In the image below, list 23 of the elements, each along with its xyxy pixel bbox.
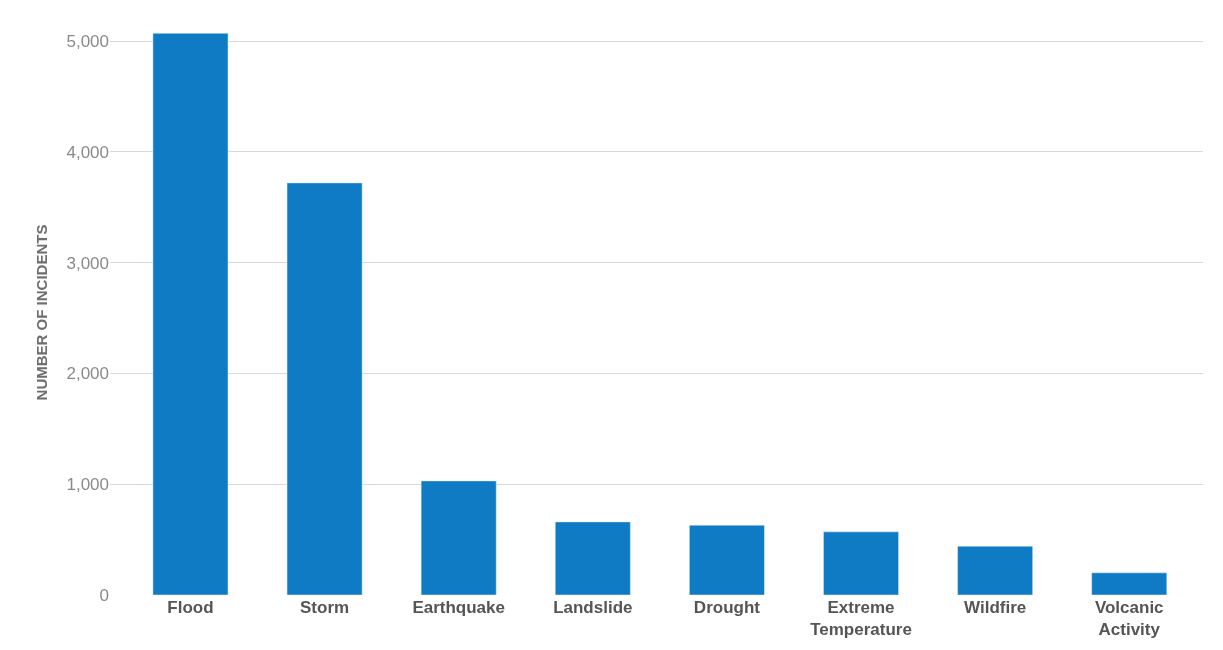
y-axis-title: NUMBER OF INCIDENTS — [32, 224, 50, 401]
bar — [152, 33, 229, 595]
y-tick-label: 1,000 — [66, 475, 109, 495]
y-tick-label: 3,000 — [66, 253, 109, 273]
bar — [957, 546, 1033, 595]
x-tick-label: Extreme Temperature — [810, 598, 912, 640]
x-tick-label: Wildfire — [964, 598, 1027, 617]
x-tick-label: Storm — [300, 598, 350, 617]
x-tick-label: Flood — [167, 598, 214, 617]
y-tick-label: 2,000 — [66, 364, 109, 384]
bar — [1091, 572, 1168, 595]
y-tick-label: 0 — [99, 585, 109, 605]
x-tick-label: Drought — [693, 598, 761, 617]
y-tick-label: 4,000 — [66, 142, 109, 162]
bar — [555, 521, 631, 595]
x-tick-label: Landslide — [553, 598, 633, 617]
bar — [420, 480, 497, 595]
bar — [689, 524, 765, 595]
bar — [823, 531, 899, 595]
bar — [286, 182, 363, 595]
y-tick-label: 5,000 — [66, 32, 109, 52]
x-tick-label: Volcanic Activity — [1094, 598, 1164, 640]
x-tick-label: Earthquake — [412, 598, 505, 617]
